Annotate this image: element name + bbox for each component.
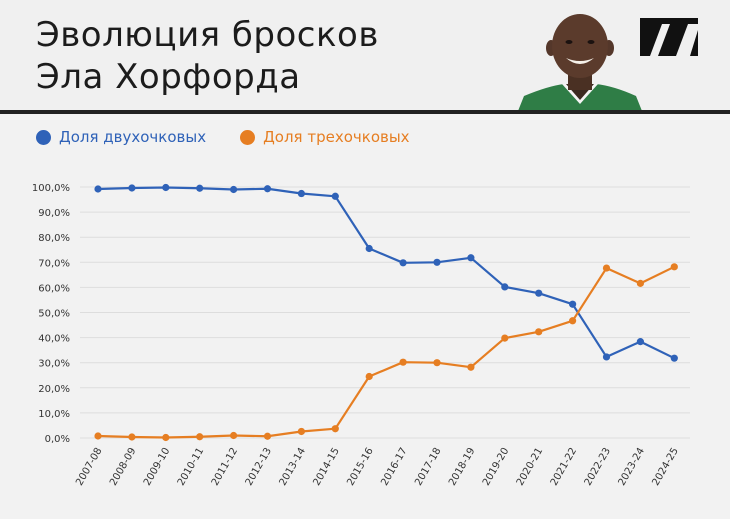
y-tick-label: 90,0%: [38, 208, 70, 219]
x-tick-label: 2010-11: [176, 446, 206, 488]
x-tick-label: 2024-25: [650, 446, 680, 488]
x-tick-label: 2009-10: [142, 446, 172, 488]
data-point-three-pt: [298, 428, 305, 435]
data-point-two-pt: [196, 185, 203, 192]
data-point-three-pt: [400, 359, 407, 366]
series-line-two-pt: [98, 188, 674, 359]
title-line-2: Эла Хорфорда: [36, 57, 301, 97]
player-photo: [518, 12, 642, 111]
data-point-two-pt: [603, 353, 610, 360]
brand-logo: [640, 18, 698, 56]
x-tick-label: 2017-18: [413, 446, 443, 488]
y-tick-label: 30,0%: [38, 359, 70, 370]
x-tick-label: 2021-22: [549, 446, 579, 488]
data-point-two-pt: [332, 193, 339, 200]
y-tick-label: 70,0%: [38, 258, 70, 269]
header-divider: [0, 110, 730, 114]
x-tick-label: 2019-20: [481, 446, 511, 488]
y-tick-label: 60,0%: [38, 283, 70, 294]
series-line-three-pt: [98, 267, 674, 438]
page-title: Эволюция бросков Эла Хорфорда: [36, 14, 379, 98]
data-point-two-pt: [264, 185, 271, 192]
x-tick-label: 2022-23: [583, 446, 613, 488]
data-point-two-pt: [637, 338, 644, 345]
y-tick-label: 80,0%: [38, 233, 70, 244]
data-point-three-pt: [433, 359, 440, 366]
data-point-two-pt: [162, 184, 169, 191]
data-point-three-pt: [162, 434, 169, 441]
data-point-two-pt: [400, 259, 407, 266]
data-point-three-pt: [332, 425, 339, 432]
x-tick-label: 2015-16: [345, 446, 375, 488]
data-point-two-pt: [671, 355, 678, 362]
data-point-three-pt: [637, 280, 644, 287]
x-tick-label: 2008-09: [108, 446, 138, 488]
y-tick-label: 0,0%: [45, 434, 70, 445]
line-chart: 0,0% 10,0% 20,0% 30,0% 40,0% 50,0% 60,0% 70,0% 8…: [0, 150, 730, 519]
data-point-two-pt: [467, 254, 474, 261]
data-point-three-pt: [94, 432, 101, 439]
data-point-two-pt: [230, 186, 237, 193]
data-point-two-pt: [569, 301, 576, 308]
data-point-three-pt: [535, 328, 542, 335]
data-point-three-pt: [501, 335, 508, 342]
data-point-three-pt: [196, 433, 203, 440]
x-tick-label: 2020-21: [515, 446, 545, 488]
data-point-two-pt: [535, 290, 542, 297]
title-line-1: Эволюция бросков: [36, 15, 379, 55]
data-point-two-pt: [128, 184, 135, 191]
legend-label-two-pt: Доля двухочковых: [59, 128, 206, 146]
legend: Доля двухочковых Доля трехочковых: [36, 126, 444, 148]
data-point-three-pt: [128, 433, 135, 440]
data-point-two-pt: [298, 190, 305, 197]
x-tick-label: 2012-13: [244, 446, 274, 488]
data-point-two-pt: [501, 283, 508, 290]
x-tick-label: 2023-24: [617, 446, 647, 488]
legend-item-two-pt: Доля двухочковых: [36, 128, 206, 146]
x-tick-label: 2007-08: [74, 446, 104, 488]
x-tick-label: 2014-15: [311, 446, 341, 488]
y-tick-label: 40,0%: [38, 334, 70, 345]
y-tick-label: 20,0%: [38, 384, 70, 395]
legend-dot-icon: [240, 130, 255, 145]
x-tick-label: 2018-19: [447, 446, 477, 488]
x-tick-label: 2016-17: [379, 446, 409, 488]
data-point-two-pt: [433, 259, 440, 266]
y-tick-label: 100,0%: [32, 183, 70, 194]
x-tick-label: 2011-12: [210, 446, 240, 488]
data-point-three-pt: [467, 364, 474, 371]
header: Эволюция бросков Эла Хорфорда: [0, 0, 730, 110]
legend-dot-icon: [36, 130, 51, 145]
y-tick-label: 10,0%: [38, 409, 70, 420]
data-point-three-pt: [264, 433, 271, 440]
data-point-three-pt: [569, 317, 576, 324]
data-point-three-pt: [603, 264, 610, 271]
data-point-two-pt: [94, 185, 101, 192]
x-tick-label: 2013-14: [278, 446, 308, 488]
data-point-three-pt: [366, 373, 373, 380]
legend-item-three-pt: Доля трехочковых: [240, 128, 409, 146]
legend-label-three-pt: Доля трехочковых: [263, 128, 409, 146]
data-point-three-pt: [671, 263, 678, 270]
data-point-three-pt: [230, 432, 237, 439]
y-tick-label: 50,0%: [38, 309, 70, 320]
data-point-two-pt: [366, 245, 373, 252]
